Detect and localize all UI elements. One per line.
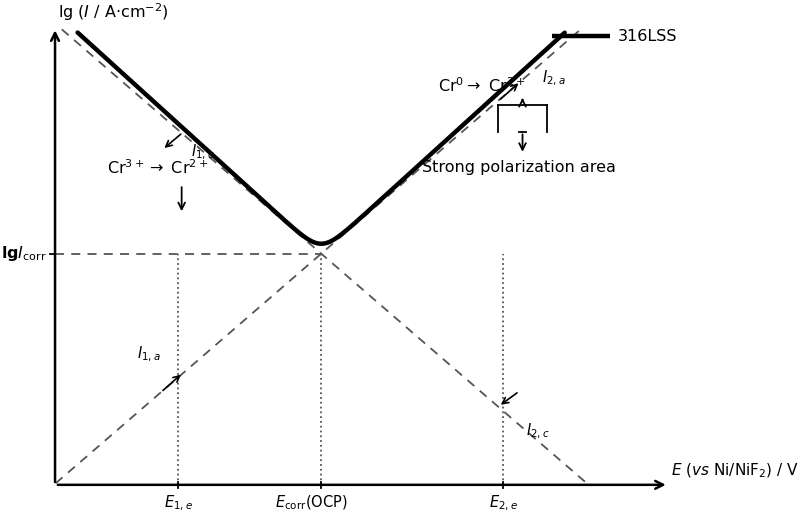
Text: Strong polarization area: Strong polarization area [422, 160, 616, 175]
Text: $\mathit{I}_{1,a}$: $\mathit{I}_{1,a}$ [138, 345, 161, 364]
Text: $\mathit{I}_{2,c}$: $\mathit{I}_{2,c}$ [526, 421, 550, 441]
Text: $\mathit{I}_{2,a}$: $\mathit{I}_{2,a}$ [542, 69, 566, 88]
Text: $\mathit{I}_{1,c}$: $\mathit{I}_{1,c}$ [191, 143, 215, 162]
Text: 316LSS: 316LSS [618, 29, 678, 44]
Text: $E_{\rm corr}$(OCP): $E_{\rm corr}$(OCP) [275, 494, 348, 512]
Text: Cr$^0$$\rightarrow$ Cr$^{2+}$: Cr$^0$$\rightarrow$ Cr$^{2+}$ [438, 76, 526, 94]
Text: $\mathit{E}$ ($\mathit{vs}$ Ni/NiF$_2$) / V: $\mathit{E}$ ($\mathit{vs}$ Ni/NiF$_2$) … [670, 461, 798, 480]
Text: Cr$^{3+}$$\rightarrow$ Cr$^{2+}$: Cr$^{3+}$$\rightarrow$ Cr$^{2+}$ [107, 158, 208, 177]
Text: $E_{2,e}$: $E_{2,e}$ [489, 494, 518, 513]
Text: $E_{1,e}$: $E_{1,e}$ [164, 494, 193, 513]
Text: lg$\mathit{I}_{\rm corr}$: lg$\mathit{I}_{\rm corr}$ [2, 244, 47, 263]
Text: lg ($\mathit{I}$ / A·cm$^{-2}$): lg ($\mathit{I}$ / A·cm$^{-2}$) [58, 2, 169, 23]
